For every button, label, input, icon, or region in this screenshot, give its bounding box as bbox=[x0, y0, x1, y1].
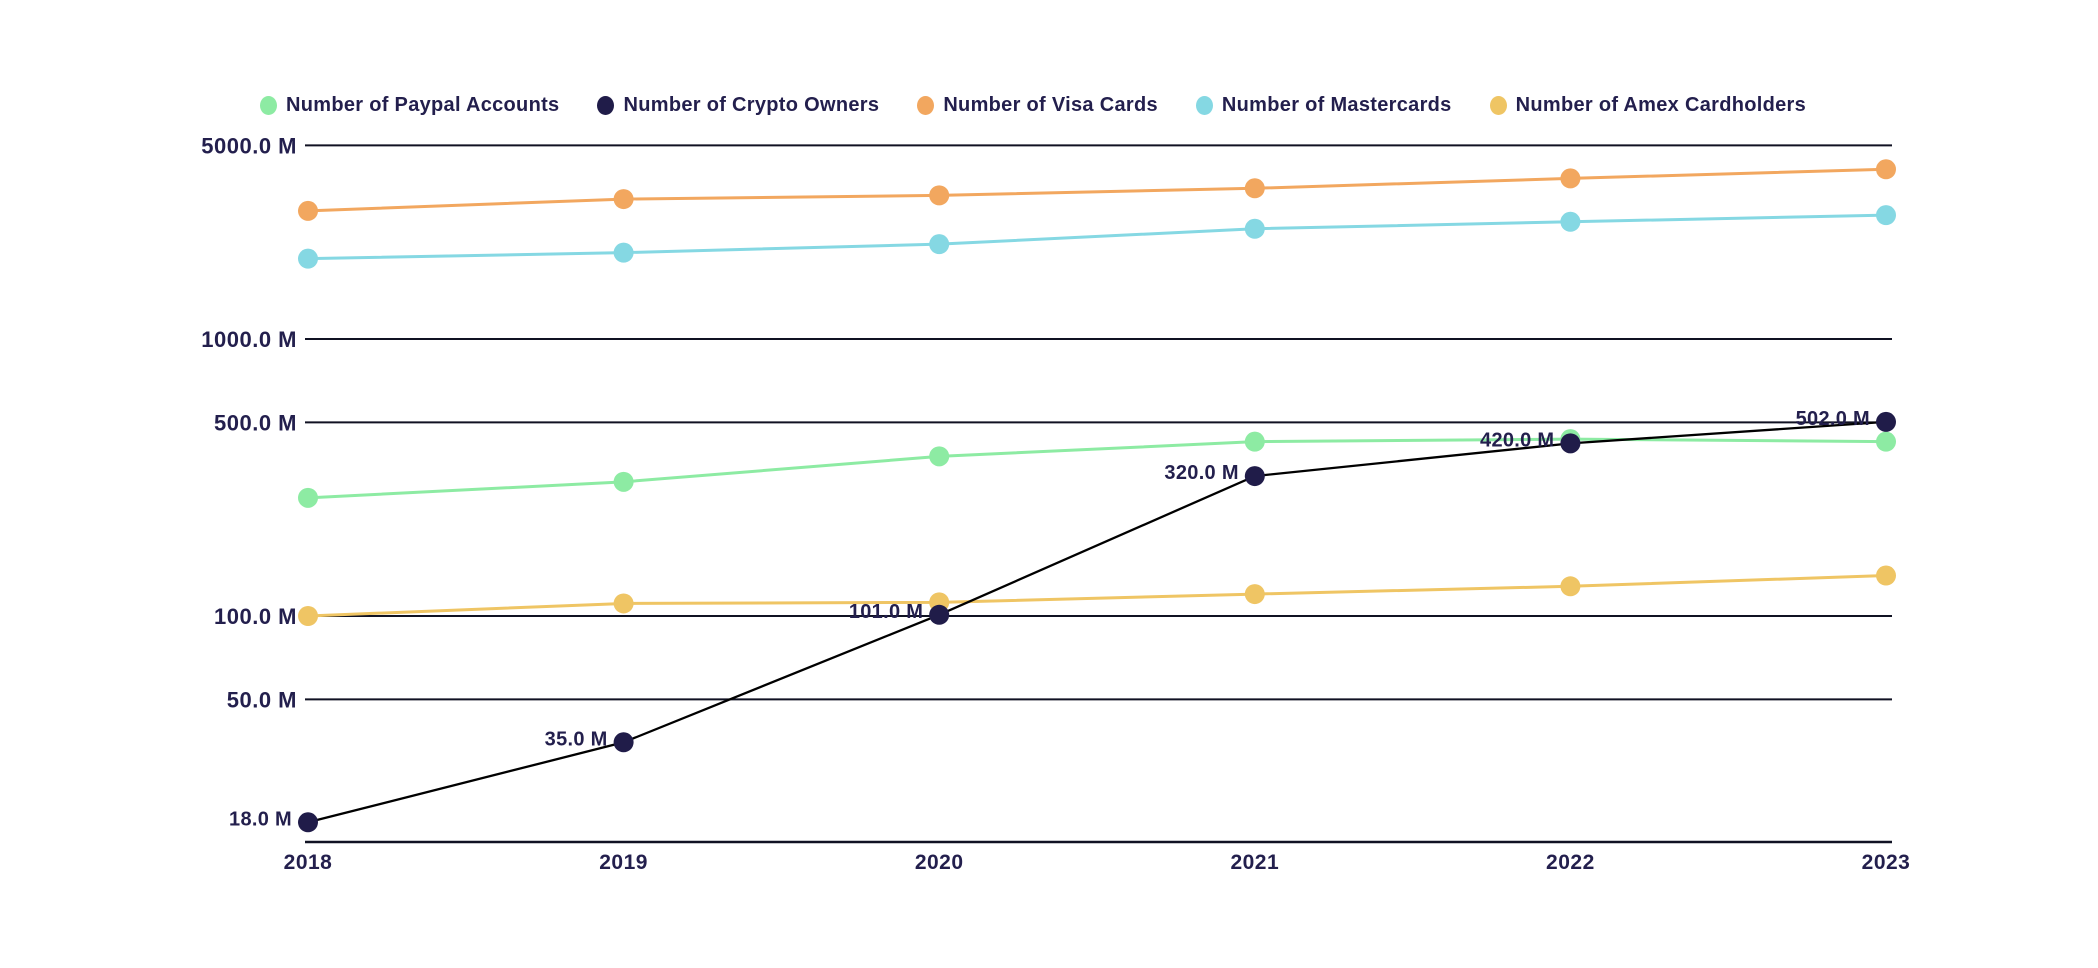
data-point bbox=[1876, 411, 1896, 432]
data-point bbox=[1244, 178, 1265, 199]
y-axis-tick-label: 5000.0 M bbox=[201, 133, 297, 158]
data-point bbox=[1244, 584, 1265, 605]
legend-item-2: Number of Crypto Owners bbox=[597, 94, 879, 117]
y-axis-tick-label: 1000.0 M bbox=[201, 327, 297, 352]
data-point bbox=[929, 604, 950, 625]
x-axis-tick-label: 2020 bbox=[915, 851, 964, 874]
x-axis-tick-label: 2021 bbox=[1230, 851, 1279, 874]
legend-dot-icon bbox=[917, 95, 935, 115]
data-point bbox=[1560, 433, 1581, 454]
series-line bbox=[307, 213, 1887, 261]
legend-item-label: Number of Visa Cards bbox=[943, 93, 1158, 116]
data-point bbox=[929, 234, 950, 255]
legend-item-4: Number of Mastercards bbox=[1195, 93, 1452, 117]
legend-item-label: Number of Crypto Owners bbox=[623, 93, 880, 116]
data-point bbox=[613, 242, 634, 263]
data-point-label: 101.0 M bbox=[849, 601, 923, 623]
x-axis-tick-label: 2018 bbox=[284, 851, 333, 874]
legend-dot-icon bbox=[597, 95, 615, 115]
data-point bbox=[298, 606, 318, 626]
data-point bbox=[613, 593, 634, 614]
series-line bbox=[307, 167, 1887, 213]
data-point-label: 35.0 M bbox=[545, 728, 608, 750]
data-point bbox=[1244, 218, 1265, 239]
legend-item-label: Number of Amex Cardholders bbox=[1515, 93, 1807, 116]
data-point-label: 420.0 M bbox=[1480, 429, 1554, 451]
data-point bbox=[929, 185, 950, 206]
legend-item-1: Number of Paypal Accounts bbox=[260, 94, 559, 117]
legend-item-label: Number of Paypal Accounts bbox=[286, 93, 560, 116]
data-point bbox=[1560, 576, 1581, 597]
x-axis-tick-label: 2023 bbox=[1862, 851, 1911, 874]
legend-dot-icon bbox=[260, 95, 277, 115]
data-point-label: 502.0 M bbox=[1796, 408, 1870, 430]
y-axis-tick-label: 50.0 M bbox=[227, 687, 297, 712]
data-point bbox=[613, 189, 634, 210]
data-point bbox=[929, 446, 950, 467]
data-point bbox=[1876, 205, 1896, 226]
data-point bbox=[298, 248, 318, 269]
series-line bbox=[307, 574, 1887, 618]
legend-dot-icon bbox=[1195, 95, 1213, 115]
data-point bbox=[613, 732, 634, 753]
data-point bbox=[1244, 431, 1265, 452]
series-line bbox=[307, 420, 1887, 824]
legend-item-5: Number of Amex Cardholders bbox=[1489, 93, 1807, 117]
data-point bbox=[1244, 466, 1265, 487]
data-point bbox=[298, 487, 318, 508]
y-axis-tick-label: 100.0 M bbox=[214, 604, 297, 629]
legend-item-label: Number of Mastercards bbox=[1221, 93, 1452, 116]
data-point bbox=[1876, 431, 1896, 452]
chart-legend: Number of Paypal Accounts Number of Crypt… bbox=[260, 90, 1806, 120]
legend-dot-icon bbox=[1489, 95, 1507, 115]
data-point bbox=[613, 471, 634, 492]
legend-item-3: Number of Visa Cards bbox=[917, 94, 1158, 117]
data-point bbox=[1876, 159, 1896, 180]
data-point-label: 320.0 M bbox=[1164, 462, 1238, 484]
data-point bbox=[1560, 168, 1581, 189]
data-point bbox=[1560, 211, 1581, 232]
x-axis-tick-label: 2019 bbox=[599, 851, 648, 874]
series-line bbox=[307, 437, 1887, 500]
data-point bbox=[298, 200, 318, 221]
x-axis-tick-label: 2022 bbox=[1546, 851, 1595, 874]
y-axis-tick-label: 500.0 M bbox=[214, 410, 297, 435]
data-point-label: 18.0 M bbox=[229, 808, 292, 830]
data-point bbox=[1876, 565, 1896, 586]
data-point bbox=[298, 812, 318, 833]
